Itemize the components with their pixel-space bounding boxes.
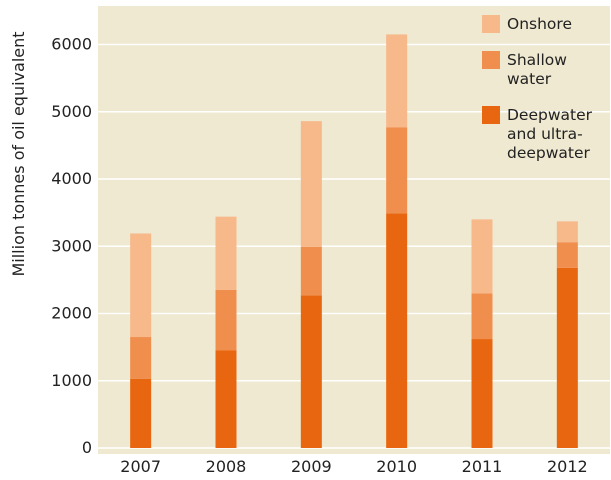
legend-swatch [482,15,500,33]
y-tick-label: 2000 [51,304,92,323]
bar-segment [300,121,322,247]
bar-segment [300,295,322,448]
bar-segment [130,378,152,448]
bar-segment [215,216,237,290]
legend-label: Onshore [507,15,572,33]
x-tick-label: 2010 [376,457,417,476]
bar-segment [556,242,578,268]
legend-swatch [482,51,500,69]
y-axis-title: Million tonnes of oil equivalent [9,31,28,276]
x-tick-label: 2012 [547,457,588,476]
bar-segment [300,246,322,296]
legend-label: water [507,70,552,88]
x-tick-label: 2009 [291,457,332,476]
x-tick-label: 2008 [206,457,247,476]
legend-swatch [482,106,500,124]
y-tick-label: 0 [82,438,92,457]
bar-segment [556,221,578,243]
bar-segment [215,289,237,351]
legend-label: Deepwater [507,106,593,124]
bar-segment [471,219,493,294]
bar-segment [471,339,493,448]
y-tick-labels: 0 1000 2000 3000 4000 5000 6000 [51,35,92,458]
x-tick-label: 2011 [462,457,503,476]
x-tick-label: 2007 [120,457,161,476]
y-tick-label: 4000 [51,169,92,188]
legend-label: Shallow [507,51,567,69]
bar-segment [386,127,408,214]
legend-label: and ultra- [507,125,583,143]
bar-segment [386,34,408,128]
x-tick-labels: 2007 2008 2009 2010 2011 2012 [120,457,587,476]
y-tick-label: 6000 [51,35,92,54]
y-tick-label: 1000 [51,371,92,390]
gridlines [98,43,610,449]
bar-segment [471,293,493,340]
y-tick-label: 3000 [51,236,92,255]
bar-segment [130,337,152,379]
plot-area [98,6,610,454]
bars [130,34,578,448]
legend-label: deepwater [507,144,591,162]
y-tick-label: 5000 [51,102,92,121]
bar-segment [130,233,152,338]
bar-segment [215,350,237,448]
bar-segment [556,267,578,448]
bar-segment [386,213,408,448]
